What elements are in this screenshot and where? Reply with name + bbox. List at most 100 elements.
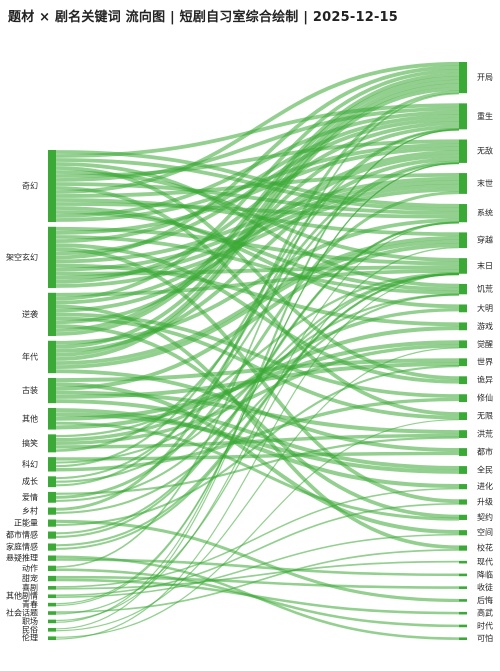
flow-link	[55, 221, 460, 622]
node-label: 觉醒	[477, 339, 493, 349]
node-label: 其他	[22, 413, 38, 423]
node-bar	[48, 507, 56, 515]
node-label: 青春	[22, 599, 38, 609]
node-label: 爱情	[22, 492, 38, 502]
node-label: 动作	[22, 563, 38, 573]
node-label: 系统	[477, 208, 493, 218]
flow-link	[55, 487, 460, 588]
node-label: 架空玄幻	[6, 252, 38, 262]
node-bar	[459, 283, 467, 295]
node-label: 社会话题	[6, 608, 38, 618]
flow-link	[55, 83, 460, 357]
node-bar	[459, 62, 467, 94]
flow-link	[55, 533, 460, 598]
node-label: 伦理	[22, 633, 38, 643]
flow-link	[55, 218, 460, 345]
node-bar	[48, 407, 56, 430]
flow-link	[55, 153, 460, 313]
node-bar	[459, 530, 467, 536]
node-bar	[48, 628, 56, 632]
flow-link	[55, 79, 460, 349]
node-label: 空间	[477, 527, 493, 537]
node-bar	[459, 412, 467, 421]
node-bar	[459, 611, 467, 615]
flow-link	[55, 273, 460, 640]
node-bar	[459, 484, 467, 490]
node-bar	[459, 258, 467, 274]
node-bar	[459, 586, 467, 589]
node-bar	[459, 304, 467, 313]
node-label: 悬疑推理	[6, 553, 38, 563]
node-bar	[48, 491, 56, 503]
chart-title: 题材 × 剧名关键词 流向图 | 短剧自习室综合绘制 | 2025-12-15	[8, 10, 399, 25]
node-label: 高武	[477, 608, 493, 618]
flow-link	[55, 87, 460, 361]
flow-link	[55, 187, 460, 288]
node-label: 奇幻	[22, 181, 38, 191]
flow-link	[55, 519, 460, 602]
flow-link	[55, 548, 460, 613]
node-bar	[459, 173, 467, 194]
flow-nodes	[48, 62, 467, 640]
node-label: 收徒	[477, 582, 493, 592]
node-bar	[48, 292, 56, 336]
node-label: 搞笑	[22, 438, 38, 448]
node-bar	[459, 394, 467, 403]
flow-link	[55, 235, 460, 295]
node-label: 都市情感	[6, 530, 38, 540]
flow-link	[55, 263, 460, 327]
flow-link	[55, 162, 460, 480]
node-label: 末世	[477, 178, 493, 188]
flow-link	[55, 69, 460, 301]
node-label: 游戏	[477, 321, 493, 331]
flow-link	[55, 347, 460, 632]
flow-link	[55, 90, 460, 511]
node-label: 饥荒	[477, 284, 493, 294]
node-label: 都市	[477, 447, 493, 457]
flow-link	[55, 103, 460, 158]
node-bar	[459, 448, 467, 456]
node-bar	[48, 602, 56, 607]
flow-link	[55, 202, 460, 219]
node-label: 修仙	[477, 393, 493, 403]
node-bar	[459, 139, 467, 163]
flow-link	[55, 382, 460, 535]
node-label: 末日	[477, 260, 493, 270]
flow-link	[55, 560, 460, 590]
node-label: 洪荒	[477, 429, 493, 439]
node-bar	[48, 611, 56, 615]
flow-link	[55, 92, 460, 568]
node-bar	[459, 499, 467, 505]
flow-link	[55, 358, 460, 383]
node-bar	[459, 376, 467, 385]
flow-link	[55, 419, 460, 638]
flow-link	[55, 76, 460, 336]
node-label: 逆袭	[22, 309, 38, 319]
node-bar	[48, 434, 56, 453]
node-label: 开局	[477, 73, 493, 82]
node-label: 甜宠	[22, 573, 38, 583]
node-bar	[48, 457, 56, 472]
flow-link	[55, 246, 460, 615]
node-label: 升级	[477, 497, 493, 507]
node-label: 乡村	[22, 506, 38, 516]
node-label: 时代	[477, 620, 493, 630]
node-bar	[459, 466, 467, 474]
node-bar	[48, 619, 56, 624]
node-label: 全民	[477, 464, 493, 474]
node-bar	[48, 150, 56, 222]
node-labels: 奇幻架空玄幻逆袭年代古装其他搞笑科幻成长爱情乡村正能量都市情感家庭情感悬疑推理动…	[6, 73, 493, 643]
flow-link	[55, 139, 460, 178]
flow-link	[55, 344, 460, 446]
node-bar	[48, 377, 56, 404]
flow-link	[55, 575, 460, 589]
node-label: 家庭情感	[6, 542, 38, 552]
node-bar	[459, 358, 467, 367]
node-bar	[48, 586, 56, 590]
node-label: 职场	[22, 617, 38, 626]
flow-link	[55, 162, 460, 607]
node-label: 现代	[477, 557, 493, 567]
node-bar	[459, 103, 467, 130]
flow-link	[55, 316, 460, 420]
node-bar	[48, 636, 56, 640]
